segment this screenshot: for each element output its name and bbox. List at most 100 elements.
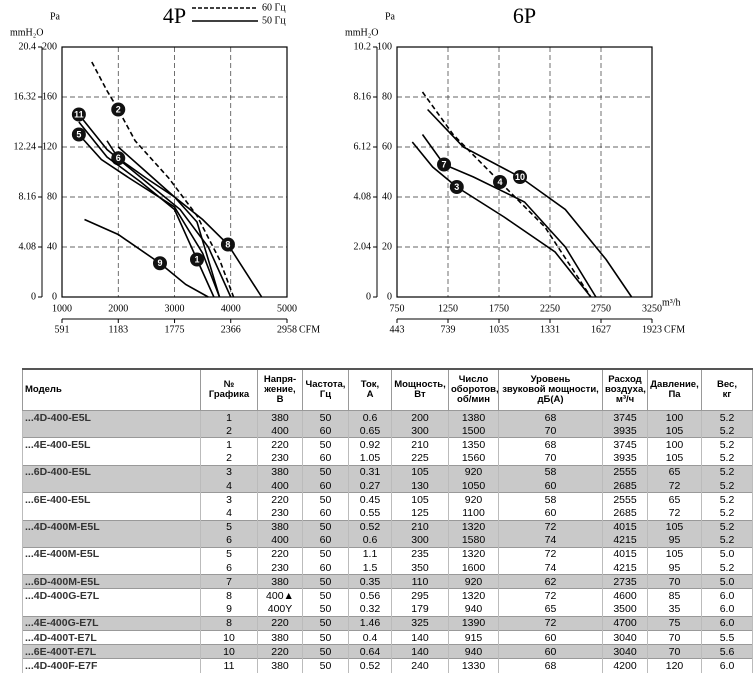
header-cell: Давление, Па <box>647 368 702 411</box>
curve-label: 7 <box>442 159 447 169</box>
y-tick-label: 0 <box>387 291 392 302</box>
table-cell: 2735 <box>602 574 648 589</box>
table-cell: 0.35 <box>348 574 392 589</box>
x2-tick-label: 1775 <box>165 324 185 335</box>
table-cell: 4215 <box>602 533 648 548</box>
table-cell: 0.55 <box>348 506 392 520</box>
table-cell: 220 <box>257 644 303 659</box>
table-cell: 400 <box>257 533 303 548</box>
table-row: ...6D-400M-E5L 7 380 50 0.35 110 920 62 2735 70 5.… <box>22 574 753 589</box>
model-cell <box>22 478 201 493</box>
model-cell <box>22 533 201 548</box>
table-cell: 380 <box>257 519 303 534</box>
curve-label: 3 <box>454 182 459 192</box>
table-cell: 2685 <box>602 506 648 520</box>
table-cell: 70 <box>498 451 603 466</box>
table-cell: 400Y <box>257 602 303 617</box>
x-tick-label: 1750 <box>489 303 509 314</box>
table-cell: 70 <box>647 644 702 659</box>
model-cell: ...6D-400-E5L <box>22 464 201 479</box>
y-tick-label: 0 <box>52 291 57 302</box>
table-cell: 0.31 <box>348 464 392 479</box>
table-cell: 5.2 <box>701 519 753 534</box>
curve-label: 4 <box>498 177 503 187</box>
table-cell: 110 <box>391 574 449 589</box>
x-tick-label: 1250 <box>438 303 458 314</box>
x-tick-label: 2250 <box>540 303 560 314</box>
table-cell: 65 <box>647 464 702 479</box>
table-cell: 60 <box>302 506 349 520</box>
table-cell: 60 <box>302 478 349 493</box>
table-cell: 125 <box>391 506 449 520</box>
table-cell: 1100 <box>448 506 499 520</box>
table-row: ...4E-400M-E5L 5 220 50 1.1 235 1320 72 4015 105 5… <box>22 546 753 562</box>
table-row: 9 400Y 50 0.32 179 940 65 3500 35 6.0 <box>22 602 753 617</box>
x2-tick-label: 443 <box>390 324 405 335</box>
table-row: ...4D-400-E5L 1 380 50 0.6 200 1380 68 3745 100 5.… <box>22 410 753 425</box>
curve-marker <box>111 102 126 117</box>
table-cell: 50 <box>302 644 349 659</box>
y-tick-label: 200 <box>42 41 57 52</box>
table-cell: 7 <box>200 574 258 589</box>
table-cell: 5.2 <box>701 478 753 493</box>
table-cell: 58 <box>498 492 603 507</box>
table-cell: 3935 <box>602 451 648 466</box>
table-cell: 50 <box>302 629 349 645</box>
table-cell: 95 <box>647 561 702 575</box>
table-cell: 179 <box>391 602 449 617</box>
table-cell: 5.2 <box>701 451 753 466</box>
table-cell: 220 <box>257 546 303 562</box>
table-cell: 325 <box>391 615 449 631</box>
table-cell: 380 <box>257 574 303 589</box>
y2-tick-label: 0 <box>366 291 371 302</box>
table-cell: 3040 <box>602 629 648 645</box>
x2-axis-label: CFM <box>299 324 320 335</box>
table-cell: 0.4 <box>348 629 392 645</box>
table-cell: 3745 <box>602 410 648 425</box>
table-cell: 295 <box>391 588 449 603</box>
x2-tick-label: 2958 <box>277 324 297 335</box>
curve-marker <box>220 237 235 252</box>
curve <box>427 108 633 298</box>
table-cell: 5.0 <box>701 546 753 562</box>
table-cell: 400 <box>257 478 303 493</box>
table-cell: 1320 <box>448 588 499 603</box>
table-cell: 2685 <box>602 478 648 493</box>
model-cell <box>22 451 201 466</box>
table-row: 2 400 60 0.65 300 1500 70 3935 105 5.2 <box>22 424 753 438</box>
table-cell: 4015 <box>602 546 648 562</box>
x2-tick-label: 591 <box>55 324 70 335</box>
table-cell: 1050 <box>448 478 499 493</box>
y2-tick-label: 0 <box>31 291 36 302</box>
table-cell: 380 <box>257 629 303 645</box>
x2-tick-label: 1035 <box>489 324 509 335</box>
table-cell: 72 <box>647 478 702 493</box>
table-cell: 60 <box>498 644 603 659</box>
y2-tick-label: 4.08 <box>354 191 372 202</box>
table-cell: 3500 <box>602 602 648 617</box>
legend-label: 60 Гц <box>262 2 286 13</box>
table-cell: 1350 <box>448 437 499 452</box>
y-tick-label: 100 <box>377 41 392 52</box>
header-cell: Модель <box>22 368 201 411</box>
table-cell: 920 <box>448 492 499 507</box>
table-cell: 68 <box>498 410 603 425</box>
curve-marker <box>449 180 464 194</box>
curve <box>411 141 592 298</box>
table-cell: 5.2 <box>701 506 753 520</box>
curve-label: 8 <box>225 239 230 249</box>
curve-label: 5 <box>76 129 81 139</box>
y2-tick-label: 12.24 <box>14 141 37 152</box>
table-cell: 210 <box>391 437 449 452</box>
y-tick-label: 80 <box>382 91 392 102</box>
table-cell: 230 <box>257 451 303 466</box>
table-cell: 1500 <box>448 424 499 438</box>
table-cell: 140 <box>391 629 449 645</box>
table-cell: 6 <box>200 561 258 575</box>
table-cell: 5.5 <box>701 629 753 645</box>
table-cell: 0.52 <box>348 519 392 534</box>
chart-title: 6P <box>513 3 536 28</box>
table-cell: 4 <box>200 506 258 520</box>
table-cell: 50 <box>302 602 349 617</box>
table-cell: 5.2 <box>701 561 753 575</box>
